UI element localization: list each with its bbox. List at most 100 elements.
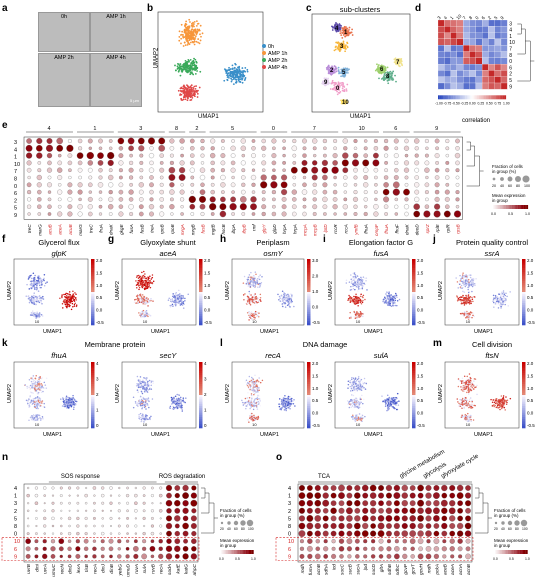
umap-point xyxy=(147,286,150,288)
umap-point xyxy=(464,302,466,304)
heatmap-cell xyxy=(494,19,502,27)
umap-point xyxy=(350,277,353,280)
colorbar-segment xyxy=(480,95,483,100)
expression-dot xyxy=(25,144,33,152)
umap-point xyxy=(336,88,339,90)
umap-point xyxy=(138,286,141,289)
umap-point xyxy=(346,101,349,104)
expression-dot xyxy=(271,153,277,159)
osmy-umap-colorbar-segment xyxy=(307,287,311,291)
ssra-umap-colorbar-segment xyxy=(522,322,526,326)
umap-point xyxy=(281,290,284,293)
heatmap-cell xyxy=(444,32,451,40)
umap-point xyxy=(462,284,465,286)
expression-dot xyxy=(291,204,297,210)
expression-dot xyxy=(393,153,399,159)
expression-dot xyxy=(67,153,73,158)
expression-dot xyxy=(169,189,175,195)
fusa-umap-colorbar-segment xyxy=(412,283,416,286)
umap-point xyxy=(144,281,147,283)
expression-dot xyxy=(27,212,31,216)
umap-point xyxy=(186,43,189,46)
umap-point xyxy=(182,295,184,297)
umap-point xyxy=(69,301,72,304)
umap-point xyxy=(141,404,144,407)
expression-dot xyxy=(98,167,103,173)
microscopy-amp4h: AMP 4h 5 µm xyxy=(90,53,142,107)
umap-point xyxy=(365,279,367,282)
fhua-umap-colorbar-segment xyxy=(91,412,95,416)
umap-point xyxy=(287,293,289,296)
umap-point xyxy=(463,313,465,316)
expression-dot xyxy=(271,138,277,144)
umap-point xyxy=(36,392,39,394)
umap-point xyxy=(293,305,295,308)
umap-point xyxy=(475,278,477,280)
expression-dot xyxy=(210,189,215,195)
expression-dot xyxy=(373,211,379,217)
umap-point xyxy=(144,288,146,291)
fhua-umap-colorbar-segment xyxy=(91,401,95,405)
umap-point xyxy=(34,413,37,416)
fusa-umap-colorbar-segment xyxy=(412,309,416,313)
gene-label: rplR xyxy=(445,224,450,233)
fhua-umap-colorbar-segment xyxy=(91,414,95,418)
umap-point xyxy=(142,383,144,385)
umap-point xyxy=(233,67,236,70)
umap-point xyxy=(261,276,263,278)
umap-point xyxy=(142,384,144,387)
umap-point xyxy=(193,20,196,23)
umap-point xyxy=(255,295,257,298)
umap-point xyxy=(348,317,351,319)
umap-point xyxy=(472,278,475,280)
umap-point xyxy=(39,419,42,421)
umap-point xyxy=(182,302,185,305)
umap-point xyxy=(358,285,360,288)
umap-point xyxy=(33,281,35,284)
expression-dot xyxy=(363,167,369,173)
umap-point xyxy=(180,33,183,36)
expression-dot xyxy=(169,182,175,188)
umap-point xyxy=(186,27,188,30)
umap-point xyxy=(32,296,35,299)
fusa-umap-colorbar-segment xyxy=(412,307,416,310)
colorbar-segment xyxy=(438,95,440,100)
expression-dot xyxy=(364,205,368,209)
umap-point xyxy=(470,300,472,303)
umap-point xyxy=(31,283,33,285)
umap-point xyxy=(29,274,32,277)
umap-point xyxy=(140,400,143,403)
umap-point xyxy=(30,377,32,379)
umap-point xyxy=(185,20,188,23)
heatmap-cell xyxy=(456,51,464,58)
umap-point xyxy=(142,285,144,288)
umap-point xyxy=(471,296,473,299)
umap-point xyxy=(33,387,36,389)
expression-dot xyxy=(342,152,349,159)
osmy-umap-colorbar-segment xyxy=(307,314,311,317)
umap-point xyxy=(344,45,347,47)
heatmap-cell xyxy=(450,45,458,52)
expression-dot xyxy=(148,204,155,210)
umap-point xyxy=(147,385,150,387)
heatmap-cell xyxy=(469,26,476,33)
fusa-umap-colorbar-segment xyxy=(412,316,416,319)
expression-dot xyxy=(363,197,368,202)
legend-color-segment xyxy=(523,205,525,209)
umap-point xyxy=(249,312,251,315)
heatmap-cell xyxy=(437,26,445,33)
heatmap-cell xyxy=(456,70,464,77)
ssra-umap-colorbar-segment xyxy=(522,316,526,319)
expression-dot xyxy=(27,190,32,195)
umap-point xyxy=(332,88,335,91)
expression-dot xyxy=(220,168,225,173)
umap-point xyxy=(384,67,387,70)
umap-point xyxy=(189,67,191,69)
expression-dot xyxy=(169,138,175,144)
umap-point xyxy=(458,283,461,285)
expression-dot xyxy=(129,153,133,158)
expression-dot xyxy=(251,139,256,143)
umap-point xyxy=(139,296,141,298)
umap-point xyxy=(34,403,37,405)
umap-point xyxy=(177,63,180,66)
